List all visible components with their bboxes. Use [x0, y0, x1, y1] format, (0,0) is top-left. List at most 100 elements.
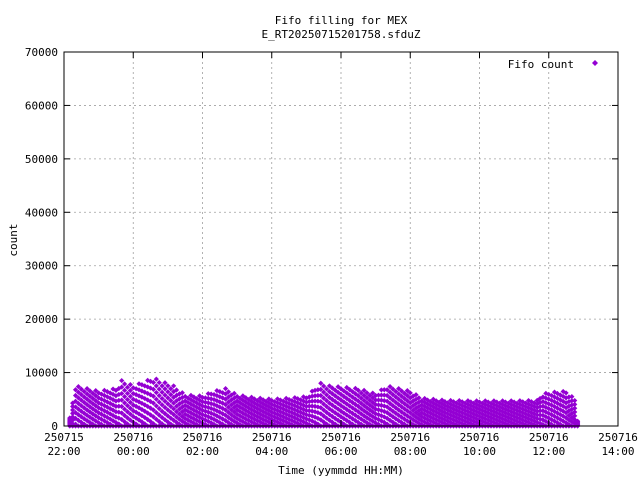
data-point: [499, 405, 506, 411]
data-point: [257, 399, 263, 405]
data-point: [84, 386, 90, 392]
data-point: [543, 395, 549, 401]
x-tick-label-time: 14:00: [601, 445, 634, 458]
data-point: [171, 400, 177, 406]
data-point: [81, 410, 87, 416]
data-point: [436, 422, 442, 428]
data-point: [430, 408, 436, 414]
data-point: [145, 377, 151, 384]
data-point: [298, 397, 304, 403]
data-point: [551, 413, 558, 419]
data-point: [306, 403, 312, 409]
data-point: [387, 389, 393, 395]
data-point: [179, 390, 185, 396]
data-point: [381, 387, 387, 393]
data-point: [358, 411, 364, 417]
data-point: [202, 404, 208, 410]
data-point: [254, 422, 260, 428]
data-point: [427, 410, 434, 416]
data-point: [124, 384, 131, 390]
data-point: [228, 407, 234, 413]
data-point: [119, 377, 125, 384]
data-point: [370, 390, 376, 396]
data-point: [387, 406, 393, 412]
data-point: [179, 413, 185, 420]
data-point: [98, 421, 105, 427]
data-point: [168, 386, 174, 392]
data-point: [272, 399, 278, 405]
data-point: [87, 409, 93, 415]
data-point: [491, 398, 497, 404]
data-point: [505, 418, 511, 424]
data-point: [401, 401, 408, 407]
data-point: [283, 411, 289, 417]
data-point: [171, 389, 177, 395]
data-point: [104, 389, 110, 395]
data-point: [222, 418, 229, 424]
data-point: [549, 416, 555, 423]
data-point: [127, 387, 133, 394]
data-point: [101, 392, 107, 399]
data-point: [222, 391, 229, 397]
chart-subtitle: E_RT20250715201758.sfduZ: [262, 28, 421, 41]
data-point: [116, 385, 122, 392]
data-point: [323, 392, 330, 398]
x-tick-label-time: 04:00: [255, 445, 288, 458]
data-point: [531, 411, 537, 417]
data-point: [142, 414, 148, 421]
data-point: [375, 416, 382, 423]
data-point: [482, 401, 488, 408]
data-point: [139, 406, 145, 413]
data-point: [375, 421, 382, 427]
data-point: [497, 418, 503, 424]
data-point: [116, 415, 122, 421]
data-point: [248, 415, 255, 421]
data-point: [517, 405, 523, 411]
data-point: [445, 414, 451, 421]
data-point: [159, 383, 165, 389]
data-point: [231, 418, 237, 424]
data-point: [254, 414, 260, 420]
data-point: [136, 405, 142, 411]
data-point: [150, 414, 157, 420]
data-point: [525, 401, 532, 407]
data-point: [540, 398, 546, 405]
data-point: [300, 402, 307, 408]
data-point: [280, 414, 286, 420]
data-point: [81, 405, 87, 411]
data-point: [344, 401, 350, 407]
data-point: [375, 392, 382, 398]
data-point: [243, 395, 249, 401]
data-point: [257, 403, 263, 409]
data-point: [205, 395, 211, 401]
data-point: [534, 419, 540, 425]
data-point: [150, 400, 157, 406]
data-point: [96, 415, 102, 421]
data-point: [416, 395, 422, 401]
data-point: [534, 405, 540, 411]
data-point: [439, 415, 445, 422]
data-point: [248, 398, 255, 404]
data-point: [453, 400, 460, 406]
data-point: [220, 411, 226, 417]
data-point: [78, 403, 84, 409]
data-point: [407, 390, 413, 396]
data-point: [211, 396, 217, 403]
data-point: [318, 386, 324, 392]
data-point: [156, 379, 162, 386]
data-point: [171, 406, 177, 412]
data-point: [220, 416, 226, 422]
data-point: [445, 422, 451, 428]
data-point: [318, 392, 324, 399]
data-point: [551, 404, 558, 410]
data-point: [179, 394, 185, 401]
data-point: [165, 383, 171, 389]
data-point: [491, 409, 497, 415]
data-point: [523, 407, 529, 413]
data-point: [479, 404, 485, 410]
data-point: [390, 386, 396, 392]
data-point: [173, 414, 180, 420]
data-point: [528, 406, 535, 412]
x-tick-label-time: 08:00: [394, 445, 427, 458]
data-point: [274, 407, 281, 414]
